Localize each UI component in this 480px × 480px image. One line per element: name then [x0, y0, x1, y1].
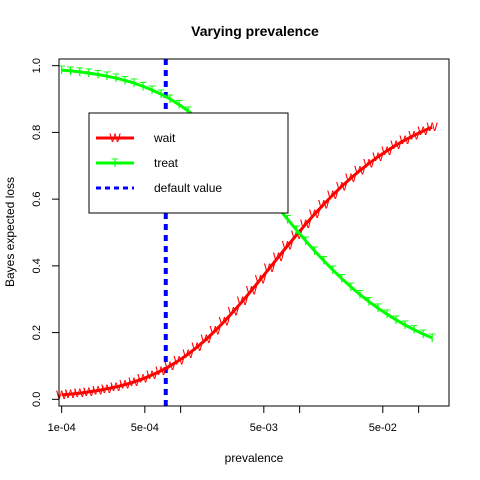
- point-treat: T: [166, 92, 174, 106]
- point-treat: T: [185, 104, 193, 118]
- point-wait: W: [336, 179, 348, 193]
- point-treat: T: [338, 272, 346, 286]
- y-tick-label: 1.0: [31, 58, 43, 73]
- point-wait: W: [183, 347, 195, 361]
- point-wait: W: [110, 380, 122, 394]
- point-treat: T: [356, 288, 364, 302]
- point-wait: W: [264, 261, 276, 275]
- point-wait: W: [101, 382, 113, 396]
- point-treat: T: [67, 64, 75, 78]
- point-treat: T: [311, 244, 319, 258]
- y-tick-label: 0.6: [31, 191, 43, 206]
- point-treat: T: [383, 307, 391, 321]
- point-treat: T: [139, 79, 147, 93]
- point-treat: T: [103, 69, 111, 83]
- point-treat: T: [85, 66, 93, 80]
- point-treat: T: [293, 223, 301, 237]
- x-axis: 1e-04 5e-04 5e-03 5e-02: [48, 405, 420, 434]
- y-tick-label: 0.4: [31, 258, 43, 273]
- point-wait: W: [219, 314, 231, 328]
- point-wait: W: [246, 283, 258, 297]
- point-wait: W: [345, 171, 357, 185]
- point-wait: W: [408, 128, 420, 142]
- point-wait: W: [300, 217, 312, 231]
- point-treat: T: [320, 254, 328, 268]
- point-wait: W: [418, 124, 430, 138]
- point-treat: T: [329, 263, 337, 277]
- point-wait: W: [427, 120, 439, 134]
- point-treat: T: [302, 234, 310, 248]
- point-treat: T: [157, 87, 165, 101]
- point-wait: W: [291, 228, 303, 242]
- point-wait: W: [390, 138, 402, 152]
- legend-wait-label: wait: [153, 131, 176, 145]
- point-wait: W: [92, 384, 104, 398]
- point-wait: W: [74, 386, 86, 400]
- point-treat: T: [112, 71, 120, 85]
- plot-marks: WWWWWWWWWWWWWWWWWWWWWWWWWWWWWWWWWWWWWWWW…: [56, 59, 439, 406]
- point-wait: W: [309, 207, 321, 221]
- legend: W wait T treat default value: [88, 112, 289, 214]
- point-wait: W: [237, 294, 249, 308]
- point-wait: W: [119, 378, 131, 392]
- point-treat: T: [392, 313, 400, 327]
- point-wait: W: [174, 353, 186, 367]
- point-wait: W: [381, 144, 393, 158]
- point-wait: W: [146, 368, 158, 382]
- point-wait: W: [210, 324, 222, 338]
- point-wait: W: [327, 188, 339, 202]
- point-treat: T: [130, 76, 138, 90]
- point-wait: W: [318, 197, 330, 211]
- y-tick-label: 0.2: [31, 325, 43, 340]
- y-tick-label: 0.0: [31, 392, 43, 407]
- point-wait: W: [192, 340, 204, 354]
- point-wait: W: [399, 133, 411, 147]
- point-treat: T: [58, 63, 66, 77]
- point-wait: W: [65, 387, 77, 401]
- legend-treat-marker: T: [111, 156, 119, 170]
- point-treat: T: [410, 323, 418, 337]
- point-treat: T: [420, 327, 428, 341]
- point-treat: T: [284, 212, 292, 226]
- point-treat: T: [148, 83, 156, 97]
- y-axis: 0.0 0.2 0.4 0.6 0.8 1.0: [31, 58, 60, 407]
- point-wait: W: [155, 364, 167, 378]
- point-wait: W: [372, 150, 384, 164]
- x-tick-label: 5e-03: [250, 422, 278, 434]
- point-treat: T: [94, 68, 102, 82]
- series-line-wait: [61, 125, 433, 397]
- point-treat: T: [121, 73, 129, 87]
- point-wait: W: [128, 375, 140, 389]
- x-tick-label: 1e-04: [48, 422, 76, 434]
- point-wait: W: [255, 272, 267, 286]
- point-wait: W: [83, 385, 95, 399]
- point-treat: T: [347, 280, 355, 294]
- point-wait: W: [273, 250, 285, 264]
- legend-default-label: default value: [154, 181, 222, 195]
- point-treat: T: [429, 331, 437, 345]
- point-treat: T: [374, 301, 382, 315]
- point-wait: W: [228, 305, 240, 319]
- x-axis-label: prevalence: [225, 451, 284, 465]
- point-wait: W: [282, 239, 294, 253]
- x-tick-label: 5e-04: [131, 422, 159, 434]
- point-treat: T: [401, 318, 409, 332]
- point-wait: W: [201, 332, 213, 346]
- y-tick-label: 0.8: [31, 125, 43, 140]
- plot-frame: [58, 58, 450, 407]
- legend-treat-label: treat: [154, 156, 179, 170]
- point-wait: W: [363, 156, 375, 170]
- y-axis-label: Bayes expected loss: [3, 177, 17, 287]
- chart-title: Varying prevalence: [191, 23, 319, 39]
- point-wait: W: [354, 164, 366, 178]
- point-treat: T: [365, 295, 373, 309]
- x-tick-label: 5e-02: [369, 422, 397, 434]
- point-wait: W: [164, 359, 176, 373]
- point-treat: T: [76, 65, 84, 79]
- legend-wait-marker: W: [109, 131, 121, 145]
- point-wait: W: [137, 372, 149, 386]
- point-treat: T: [176, 98, 184, 112]
